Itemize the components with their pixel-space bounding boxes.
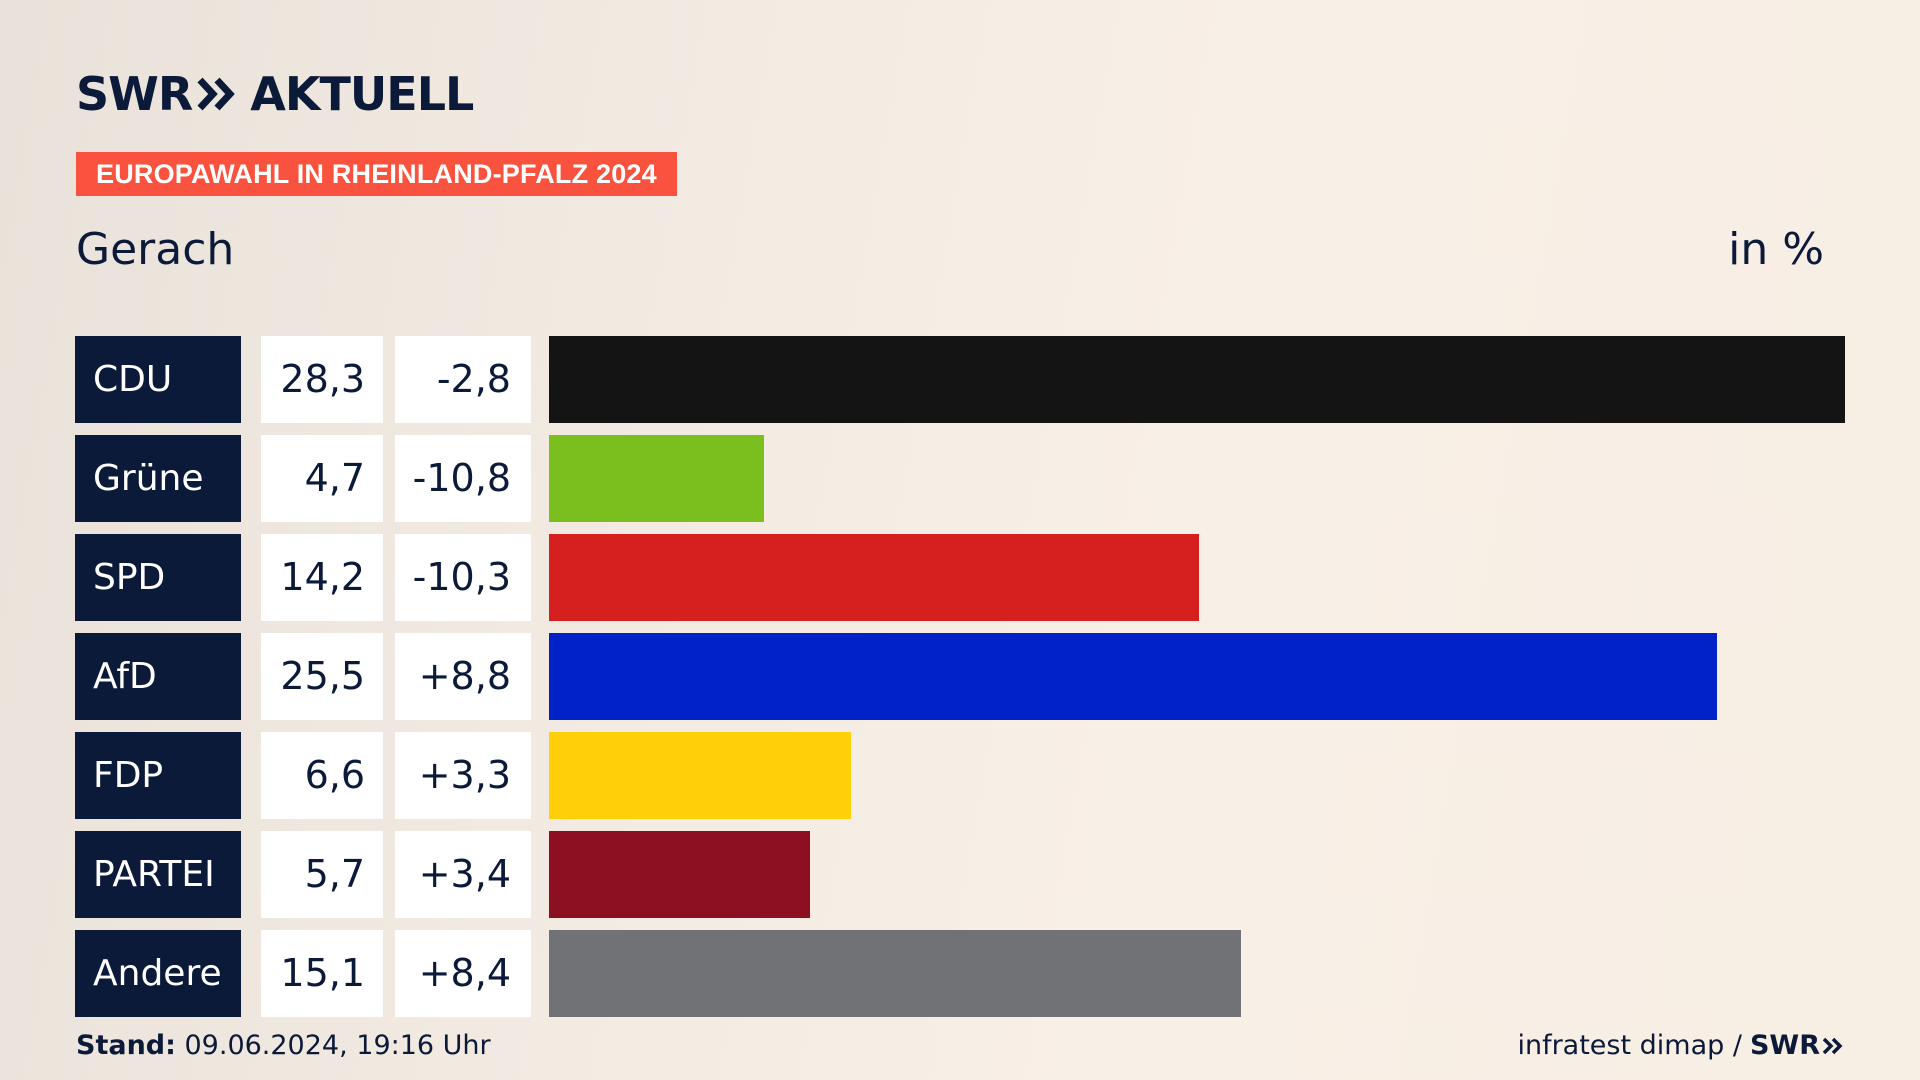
diff-label: -2,8 (395, 336, 531, 423)
value-label: 15,1 (261, 930, 383, 1017)
bar (549, 534, 1199, 621)
source-credit: infratest dimap / SWR (1517, 1030, 1844, 1061)
result-row: SPD 14,2 -10,3 (0, 534, 1920, 621)
value-label: 6,6 (261, 732, 383, 819)
logo-swr-text: SWR (76, 67, 193, 121)
election-banner: EUROPAWAHL IN RHEINLAND-PFALZ 2024 (76, 152, 677, 196)
result-row: AfD 25,5 +8,8 (0, 633, 1920, 720)
diff-label: -10,8 (395, 435, 531, 522)
value-label: 25,5 (261, 633, 383, 720)
value-label: 14,2 (261, 534, 383, 621)
bar (549, 732, 851, 819)
result-row: CDU 28,3 -2,8 (0, 336, 1920, 423)
diff-label: +3,4 (395, 831, 531, 918)
party-label: SPD (75, 534, 241, 621)
value-label: 28,3 (261, 336, 383, 423)
source-brand-text: SWR (1749, 1030, 1820, 1061)
result-row: FDP 6,6 +3,3 (0, 732, 1920, 819)
diff-label: -10,3 (395, 534, 531, 621)
bar (549, 831, 810, 918)
double-chevron-icon (197, 77, 236, 111)
stand-value: 09.06.2024, 19:16 Uhr (175, 1030, 491, 1061)
party-label: Grüne (75, 435, 241, 522)
unit-label: in % (1728, 224, 1824, 275)
timestamp: Stand: 09.06.2024, 19:16 Uhr (76, 1030, 491, 1061)
result-row: PARTEI 5,7 +3,4 (0, 831, 1920, 918)
result-row: Andere 15,1 +8,4 (0, 930, 1920, 1017)
diff-label: +3,3 (395, 732, 531, 819)
bar (549, 435, 764, 522)
small-double-chevron-icon (1822, 1037, 1843, 1054)
diff-label: +8,4 (395, 930, 531, 1017)
value-label: 4,7 (261, 435, 383, 522)
place-title: Gerach (76, 224, 235, 275)
result-row: Grüne 4,7 -10,8 (0, 435, 1920, 522)
party-label: Andere (75, 930, 241, 1017)
source-brand: SWR (1750, 1030, 1844, 1061)
stand-label: Stand: (76, 1030, 176, 1061)
bar (549, 930, 1241, 1017)
source-text: infratest dimap / (1517, 1030, 1742, 1061)
bar (549, 633, 1717, 720)
value-label: 5,7 (261, 831, 383, 918)
party-label: PARTEI (75, 831, 241, 918)
logo-aktuell-text: AKTUELL (250, 67, 474, 121)
bar (549, 336, 1845, 423)
party-label: AfD (75, 633, 241, 720)
party-label: FDP (75, 732, 241, 819)
swr-aktuell-logo: SWR AKTUELL (76, 66, 474, 122)
diff-label: +8,8 (395, 633, 531, 720)
party-label: CDU (75, 336, 241, 423)
